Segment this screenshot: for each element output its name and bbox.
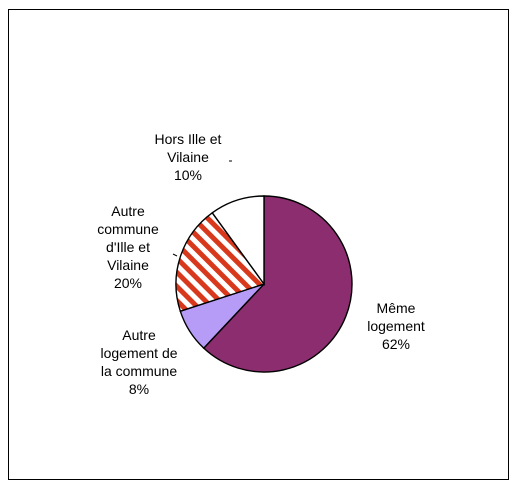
leader-line (172, 253, 178, 257)
pie-slice (202, 195, 353, 373)
slice-label: Autre commune d'Ille et Vilaine 20% (97, 203, 159, 291)
slice-label: Autre logement de la commune 8% (100, 327, 177, 397)
pie-slice (211, 195, 265, 287)
pie-slice (175, 211, 266, 313)
slice-label: Hors Ille et Vilaine 10% (155, 131, 222, 183)
slice-label: Même logement 62% (367, 300, 425, 352)
